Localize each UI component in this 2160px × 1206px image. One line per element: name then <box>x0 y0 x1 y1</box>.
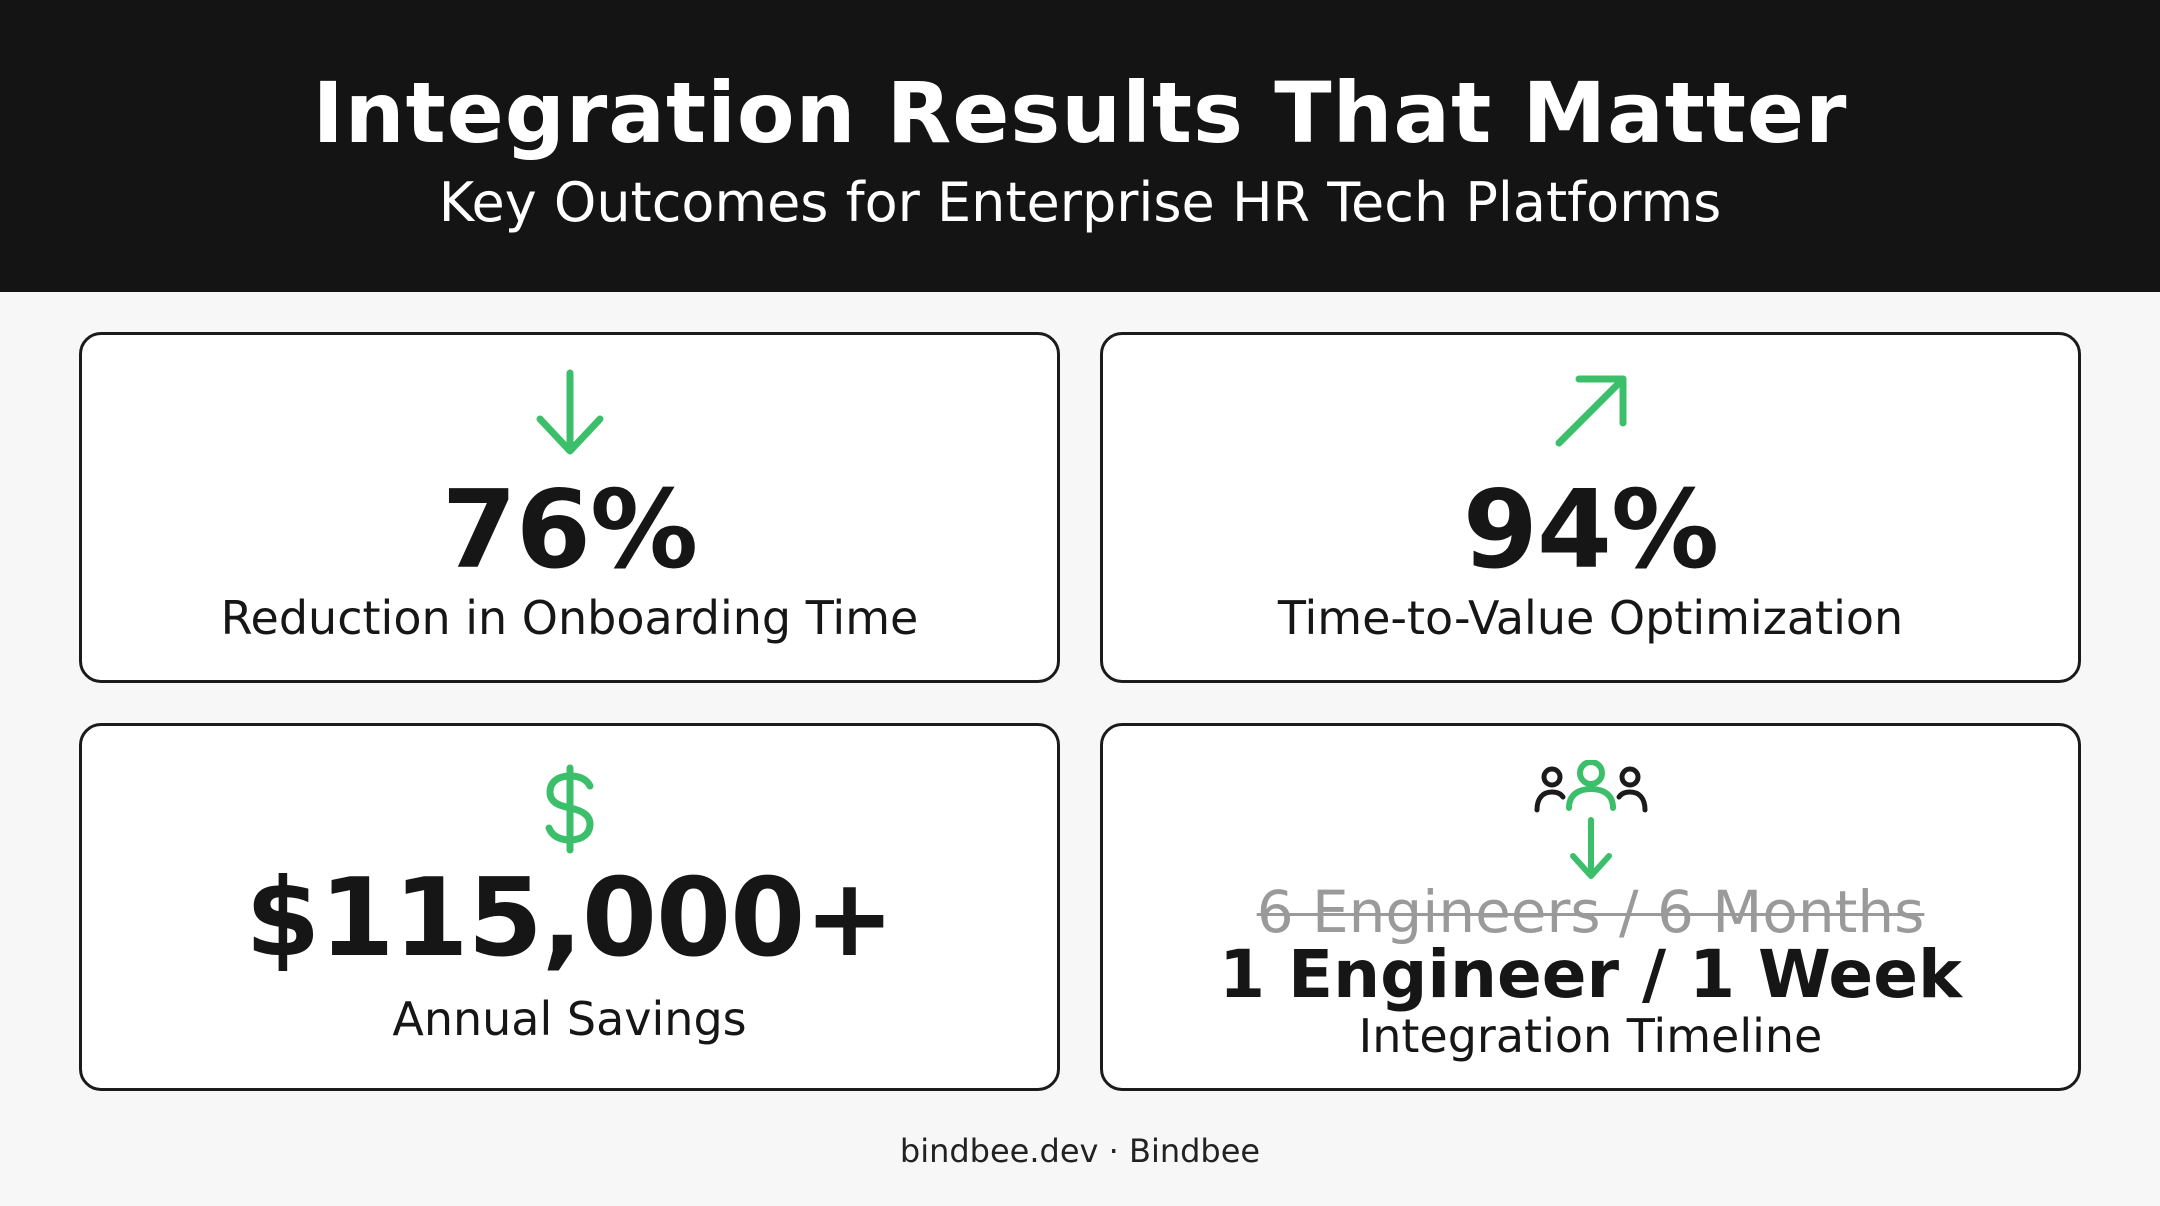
arrow-down-icon <box>530 367 610 459</box>
metric-card-savings: $115,000+ Annual Savings <box>79 723 1060 1091</box>
footer-attribution: bindbee.dev · Bindbee <box>899 1132 1261 1170</box>
metric-label: Reduction in Onboarding Time <box>220 591 919 645</box>
metric-label: Time-to-Value Optimization <box>1277 591 1904 645</box>
header-banner: Integration Results That Matter Key Outc… <box>0 0 2160 292</box>
metric-value: 94% <box>1462 468 1720 593</box>
team-reduction-icon <box>1531 760 1651 880</box>
metric-card-time-to-value: 94% Time-to-Value Optimization <box>1100 332 2081 683</box>
previous-timeline: 6 Engineers / 6 Months <box>1256 878 1925 946</box>
metric-card-timeline: 6 Engineers / 6 Months 1 Engineer / 1 We… <box>1100 723 2081 1091</box>
metric-card-onboarding: 76% Reduction in Onboarding Time <box>79 332 1060 683</box>
metric-value: 1 Engineer / 1 Week <box>1219 936 1962 1013</box>
dollar-icon <box>540 764 600 854</box>
page-subtitle: Key Outcomes for Enterprise HR Tech Plat… <box>438 171 1722 234</box>
metric-label: Annual Savings <box>392 992 747 1046</box>
metric-value: $115,000+ <box>245 856 895 981</box>
metric-value: 76% <box>441 468 699 593</box>
arrow-up-right-icon <box>1551 371 1631 451</box>
page-title: Integration Results That Matter <box>312 64 1848 162</box>
metric-label: Integration Timeline <box>1358 1009 1823 1063</box>
